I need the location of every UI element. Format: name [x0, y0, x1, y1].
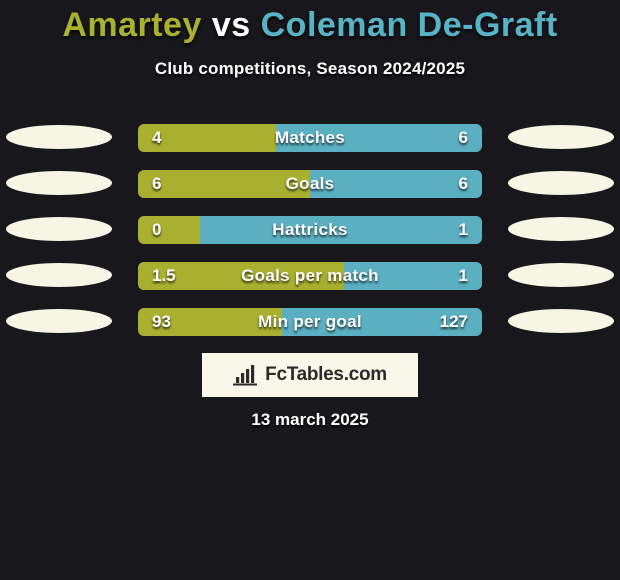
player-a-marker: [6, 171, 112, 195]
stat-bar: Goals6 6: [138, 170, 482, 198]
player-a-marker: [6, 125, 112, 149]
player-b-name: Coleman De-Graft: [261, 6, 558, 44]
player-a-marker: [6, 263, 112, 287]
stat-row: Goals per match1.51: [0, 262, 620, 290]
brand-badge[interactable]: FcTables.com: [202, 353, 418, 397]
stat-row: Hattricks0 1: [0, 216, 620, 244]
stat-value-right: 1: [445, 262, 482, 290]
brand-text: FcTables.com: [265, 364, 387, 386]
player-b-marker: [508, 171, 614, 195]
comparison-card: Amartey vs Coleman De-Graft Club competi…: [0, 0, 620, 580]
stat-bar: Min per goal93127: [138, 308, 482, 336]
date-label: 13 march 2025: [0, 410, 620, 430]
stat-row: Min per goal93127: [0, 308, 620, 336]
player-a-marker: [6, 217, 112, 241]
stat-bar: Goals per match1.51: [138, 262, 482, 290]
stats-container: Matches46Goals66Hattricks01Goals per mat…: [0, 124, 620, 354]
player-b-marker: [508, 309, 614, 333]
player-a-name: Amartey: [62, 6, 202, 44]
player-a-marker: [6, 309, 112, 333]
stat-label: Goals: [138, 170, 482, 198]
subtitle: Club competitions, Season 2024/2025: [0, 59, 620, 79]
stat-label: Matches: [138, 124, 482, 152]
player-b-marker: [508, 217, 614, 241]
title-vs: vs: [212, 6, 251, 44]
stat-value-left: 0: [138, 216, 175, 244]
stat-value-left: 1.5: [138, 262, 190, 290]
stat-value-left: 6: [138, 170, 175, 198]
stat-bar: Hattricks0 1: [138, 216, 482, 244]
stat-value-left: 4: [138, 124, 175, 152]
stat-value-right: 6: [445, 124, 482, 152]
bar-chart-icon: [233, 364, 259, 386]
player-b-marker: [508, 263, 614, 287]
stat-value-right: 6: [445, 170, 482, 198]
stat-row: Goals6 6: [0, 170, 620, 198]
page-title: Amartey vs Coleman De-Graft: [0, 6, 620, 45]
stat-value-right: 127: [426, 308, 482, 336]
stat-row: Matches4 6: [0, 124, 620, 152]
stat-value-left: 93: [138, 308, 185, 336]
stat-label: Hattricks: [138, 216, 482, 244]
player-b-marker: [508, 125, 614, 149]
stat-value-right: 1: [445, 216, 482, 244]
stat-bar: Matches4 6: [138, 124, 482, 152]
